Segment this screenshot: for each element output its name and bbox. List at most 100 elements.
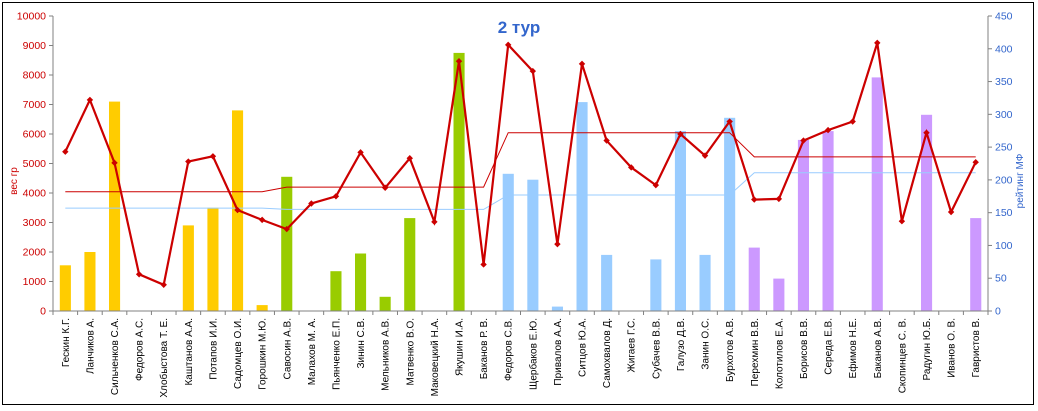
line-point	[504, 41, 512, 49]
category-label: Иванов О. В.	[947, 318, 958, 378]
line-point	[775, 195, 783, 203]
line-point	[160, 281, 167, 288]
line-point	[135, 271, 143, 278]
left-tick-label: 1000	[23, 276, 47, 288]
rating-line	[64, 42, 977, 287]
line-point	[62, 148, 69, 155]
bar	[748, 247, 760, 311]
bar	[404, 218, 416, 311]
line-point	[751, 196, 758, 203]
line-point	[849, 118, 856, 125]
left-tick-label: 8000	[23, 70, 47, 82]
bar	[453, 52, 465, 312]
category-label: Скопинцев С. В.	[897, 318, 908, 393]
line-point	[209, 153, 217, 160]
left-tick-label: 6000	[23, 129, 47, 141]
bar	[773, 278, 785, 311]
category-label: Борисов В.В.	[799, 318, 810, 379]
category-labels: Гескин К.Г. Ланчиков А. Сильченков С.А. Фед…	[52, 311, 989, 398]
bar	[330, 271, 342, 311]
right-tick-label: 200	[995, 174, 1013, 186]
line-point	[529, 67, 537, 75]
right-tick-label: 100	[995, 240, 1013, 252]
right-tick-label: 50	[995, 273, 1007, 285]
right-tick-label: 150	[995, 207, 1013, 219]
line-point	[628, 164, 635, 171]
line-series	[62, 39, 979, 288]
line-point	[185, 158, 192, 165]
left-tick-label: 0	[40, 306, 46, 318]
line-point	[431, 218, 438, 226]
bar	[576, 102, 588, 311]
category-label: Баканов Р. В.	[479, 318, 490, 379]
category-label: Жигаев Г.С.	[627, 318, 638, 372]
bar	[551, 306, 563, 311]
bar	[527, 179, 539, 311]
chart-title: 2 тур	[498, 18, 541, 37]
category-label: Маковецкий Н.А.	[430, 318, 441, 396]
right-tick-label: 450	[995, 11, 1013, 23]
category-label: Перехмин В.В.	[750, 318, 761, 386]
category-label: Савосин А.В.	[282, 318, 293, 379]
bar	[674, 131, 686, 311]
left-tick-label: 2000	[23, 247, 47, 259]
line-point	[455, 58, 463, 65]
bar	[797, 139, 809, 311]
average-line	[65, 172, 976, 210]
category-label: Хлобыстова Т. Е.	[158, 318, 170, 398]
category-label: Ситцов Ю.А.	[578, 318, 589, 377]
bar	[502, 173, 514, 311]
bar	[650, 259, 662, 311]
line-point	[406, 155, 413, 162]
category-label: Занин О.С.	[701, 318, 712, 370]
category-label: Пьянченко Е.П.	[332, 318, 343, 390]
line-point	[234, 206, 241, 214]
bar	[871, 77, 883, 312]
bar	[699, 254, 711, 311]
right-tick-label: 350	[995, 76, 1013, 88]
chart: 0100020003000400050006000700080009000100…	[9, 11, 1026, 398]
category-label: Гескин К.Г.	[61, 318, 72, 367]
bar	[355, 253, 367, 311]
category-label: Мельников А.В.	[381, 318, 392, 391]
category-label: Радугин Ю.Б.	[922, 318, 933, 381]
left-tick-label: 9000	[23, 40, 47, 52]
line-point	[898, 217, 906, 225]
line-point	[677, 130, 684, 138]
category-label: Якушин И.А.	[455, 318, 466, 376]
category-label: Самохвалов Д.	[602, 318, 613, 388]
average-line	[65, 132, 976, 193]
line-point	[480, 261, 487, 268]
category-label: Ефимов Н.Е.	[847, 318, 859, 378]
left-tick-label: 4000	[23, 188, 47, 200]
bar	[59, 265, 71, 311]
left-tick-label: 7000	[23, 99, 47, 111]
category-label: Середа Е.В.	[824, 318, 835, 375]
y-axis-label-left: вес гр	[9, 167, 20, 195]
category-label: Федоров С.В.	[504, 318, 515, 381]
line-point	[554, 240, 561, 248]
category-label: Гавристов В.	[971, 318, 982, 377]
line-point	[652, 181, 660, 189]
line-point	[923, 129, 930, 136]
y-axis-label-right: рейтинг МФ	[1015, 153, 1026, 208]
category-label: Садомцев О.И.	[233, 318, 244, 389]
right-tick-label: 300	[995, 109, 1013, 121]
line-point	[381, 184, 389, 191]
bar	[109, 101, 121, 311]
line-point	[111, 159, 118, 167]
category-label: Щербаков Е.Ю.	[527, 318, 539, 390]
bar	[281, 176, 293, 311]
bar	[724, 117, 736, 311]
line-point	[332, 193, 340, 200]
line-point	[726, 118, 733, 125]
line-point	[578, 60, 586, 68]
left-tick-label: 10000	[17, 11, 46, 23]
right-tick-label: 0	[995, 306, 1001, 318]
line-point	[283, 225, 290, 233]
category-label: Галузо Д.В.	[676, 318, 687, 371]
chart-frame: 0 1000 2000 3000 4000 5000 6000 7000 8000 9000 100…	[2, 2, 1034, 405]
left-tick-label: 5000	[23, 158, 47, 170]
right-tick-label: 250	[995, 142, 1013, 154]
bar	[822, 131, 834, 311]
